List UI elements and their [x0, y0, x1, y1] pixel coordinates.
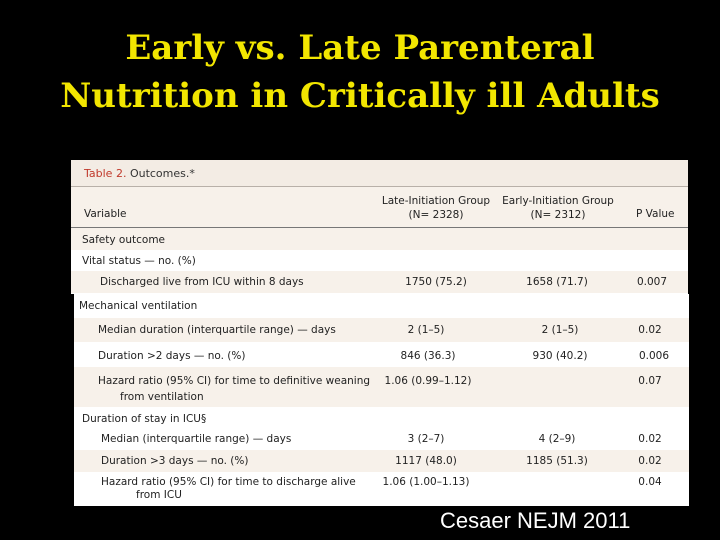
row-discharged-early: 1658 (71.7) [526, 276, 588, 288]
row-icu-median-late: 3 (2–7) [407, 433, 445, 445]
header-late-line1: Late-Initiation Group [381, 195, 491, 207]
header-rule [71, 227, 688, 228]
slide-title-line2: Nutrition in Critically ill Adults [60, 76, 660, 116]
row-mech-hazard-p: 0.07 [638, 375, 662, 387]
row-icu-median-p: 0.02 [638, 433, 662, 445]
header-early-line1: Early-Initiation Group [502, 195, 614, 207]
header-band [71, 187, 688, 227]
row-icu-median-early: 4 (2–9) [538, 433, 576, 445]
table-caption-bar [71, 160, 688, 187]
row-mech-hazard-label-cont: from ventilation [120, 391, 204, 403]
hazard-mech-band [74, 367, 689, 407]
row-mech-median-early: 2 (1–5) [541, 324, 579, 336]
row-mech-median-label: Median duration (interquartile range) — … [98, 324, 336, 336]
discharged-band [71, 271, 688, 293]
row-icu-hazard-label: Hazard ratio (95% CI) for time to discha… [101, 476, 356, 488]
slide-title-line1: Early vs. Late Parenteral [125, 28, 595, 68]
row-icu-duration-label: Duration >3 days — no. (%) [101, 455, 249, 467]
row-discharged-label: Discharged live from ICU within 8 days [100, 276, 304, 288]
section-safety: Safety outcome [82, 234, 166, 246]
row-icu-hazard-late: 1.06 (1.00–1.13) [382, 476, 470, 488]
row-mech-median-late: 2 (1–5) [407, 324, 445, 336]
row-discharged-p: 0.007 [636, 276, 668, 288]
row-discharged-late: 1750 (75.2) [405, 276, 467, 288]
duration-3-band [74, 450, 689, 472]
row-icu-duration-late: 1117 (48.0) [395, 455, 457, 467]
row-mech-median-p: 0.02 [638, 324, 662, 336]
row-mech-duration-label: Duration >2 days — no. (%) [98, 350, 246, 362]
header-variable: Variable [84, 208, 127, 220]
citation: Cesaer NEJM 2011 [440, 508, 631, 533]
row-icu-duration-early: 1185 (51.3) [526, 455, 588, 467]
row-icu-duration-p: 0.02 [638, 455, 662, 467]
row-icu-median-label: Median (interquartile range) — days [101, 433, 292, 445]
table-caption-text: Outcomes.* [129, 167, 195, 180]
table-caption: Table 2. Outcomes.* [84, 167, 195, 180]
safety-band [71, 228, 688, 250]
section-mechanical-ventilation: Mechanical ventilation [79, 300, 198, 312]
table-caption-prefix: Table 2. [84, 167, 127, 180]
median-mech-band [74, 318, 689, 342]
header-p-value: P Value [636, 208, 675, 220]
row-mech-hazard-late: 1.06 (0.99–1.12) [384, 375, 472, 387]
row-mech-hazard-label: Hazard ratio (95% CI) for time to defini… [98, 375, 371, 387]
header-late-line2: (N= 2328) [408, 209, 464, 221]
row-mech-duration-late: 846 (36.3) [400, 350, 456, 362]
row-icu-hazard-p: 0.04 [638, 476, 662, 488]
section-vital-status: Vital status — no. (%) [82, 255, 196, 267]
section-icu-stay: Duration of stay in ICU§ [82, 413, 207, 425]
header-early-line2: (N= 2312) [530, 209, 586, 221]
row-mech-duration-p: 0.006 [638, 350, 670, 362]
row-mech-duration-early: 930 (40.2) [532, 350, 588, 362]
row-icu-hazard-label-cont: from ICU [136, 489, 182, 501]
